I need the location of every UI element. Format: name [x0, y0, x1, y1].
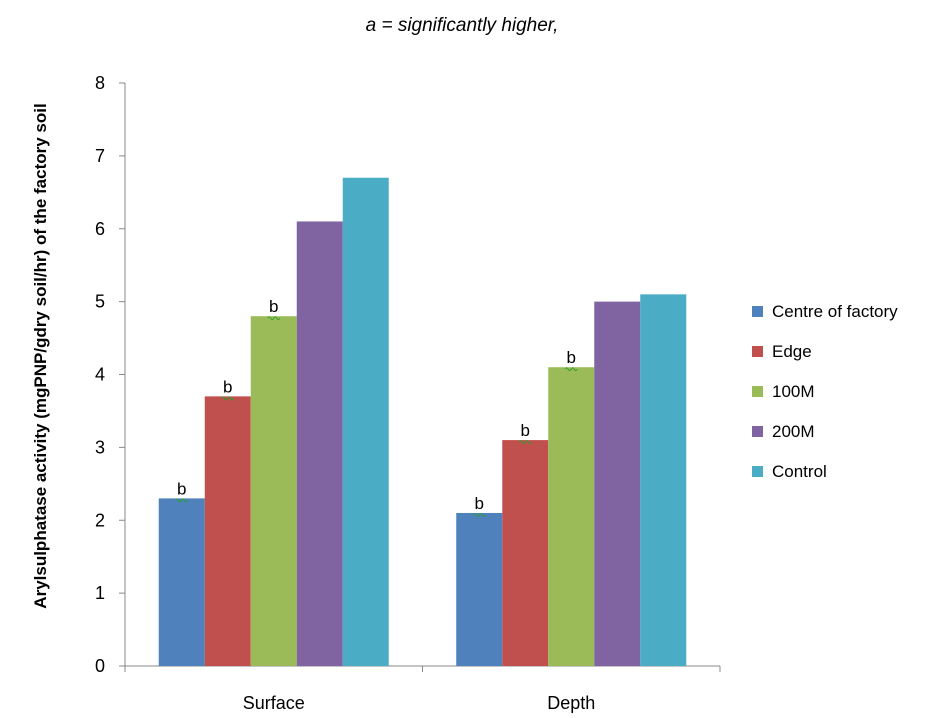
significance-label: b — [223, 377, 232, 396]
significance-annotations: b b b b b b — [175, 297, 578, 517]
bar — [296, 221, 343, 666]
bar — [158, 498, 205, 666]
bar — [204, 396, 251, 666]
legend-swatch — [752, 306, 763, 317]
x-axis: Surface Depth — [124, 665, 721, 713]
squiggle-mark — [564, 367, 578, 372]
y-tick-label: 4 — [95, 365, 105, 385]
y-tick-label: 6 — [95, 219, 105, 239]
bar — [640, 294, 687, 666]
bar — [456, 512, 503, 666]
legend-swatch — [752, 466, 763, 477]
legend-label: Centre of factory — [772, 302, 898, 321]
y-tick-label: 3 — [95, 437, 105, 457]
legend-label: Edge — [772, 342, 812, 361]
legend: Centre of factory Edge 100M 200M Control — [752, 302, 898, 481]
chart-title: a = significantly higher, — [366, 15, 559, 36]
significance-label: b — [177, 479, 186, 498]
squiggle-mark — [267, 316, 281, 321]
bar — [594, 301, 641, 666]
y-tick-label: 8 — [95, 73, 105, 93]
legend-label: 100M — [772, 382, 815, 401]
y-axis: 0 1 2 3 4 5 6 7 8 — [95, 73, 126, 676]
significance-label: b — [475, 494, 484, 513]
bar — [250, 316, 297, 666]
squiggle-mark — [175, 498, 189, 503]
legend-label: 200M — [772, 422, 815, 441]
y-tick-label: 0 — [95, 656, 105, 676]
legend-label: Control — [772, 462, 827, 481]
significance-label: b — [521, 421, 530, 440]
x-category-label: Surface — [243, 693, 305, 713]
bar — [548, 367, 595, 666]
significance-label: b — [269, 297, 278, 316]
y-tick-label: 7 — [95, 146, 105, 166]
squiggle-mark — [518, 440, 532, 445]
legend-swatch — [752, 426, 763, 437]
y-tick-label: 1 — [95, 583, 105, 603]
bars — [158, 177, 687, 667]
squiggle-mark — [221, 396, 235, 401]
legend-swatch — [752, 386, 763, 397]
squiggle-mark — [472, 512, 486, 517]
bar — [502, 440, 549, 666]
y-tick-label: 2 — [95, 510, 105, 530]
legend-swatch — [752, 346, 763, 357]
y-axis-label: Arylsulphatase activity (mgPNP/gdry soil… — [31, 103, 50, 608]
x-category-label: Depth — [547, 693, 595, 713]
bar — [342, 177, 389, 667]
significance-label: b — [567, 348, 576, 367]
y-tick-label: 5 — [95, 292, 105, 312]
